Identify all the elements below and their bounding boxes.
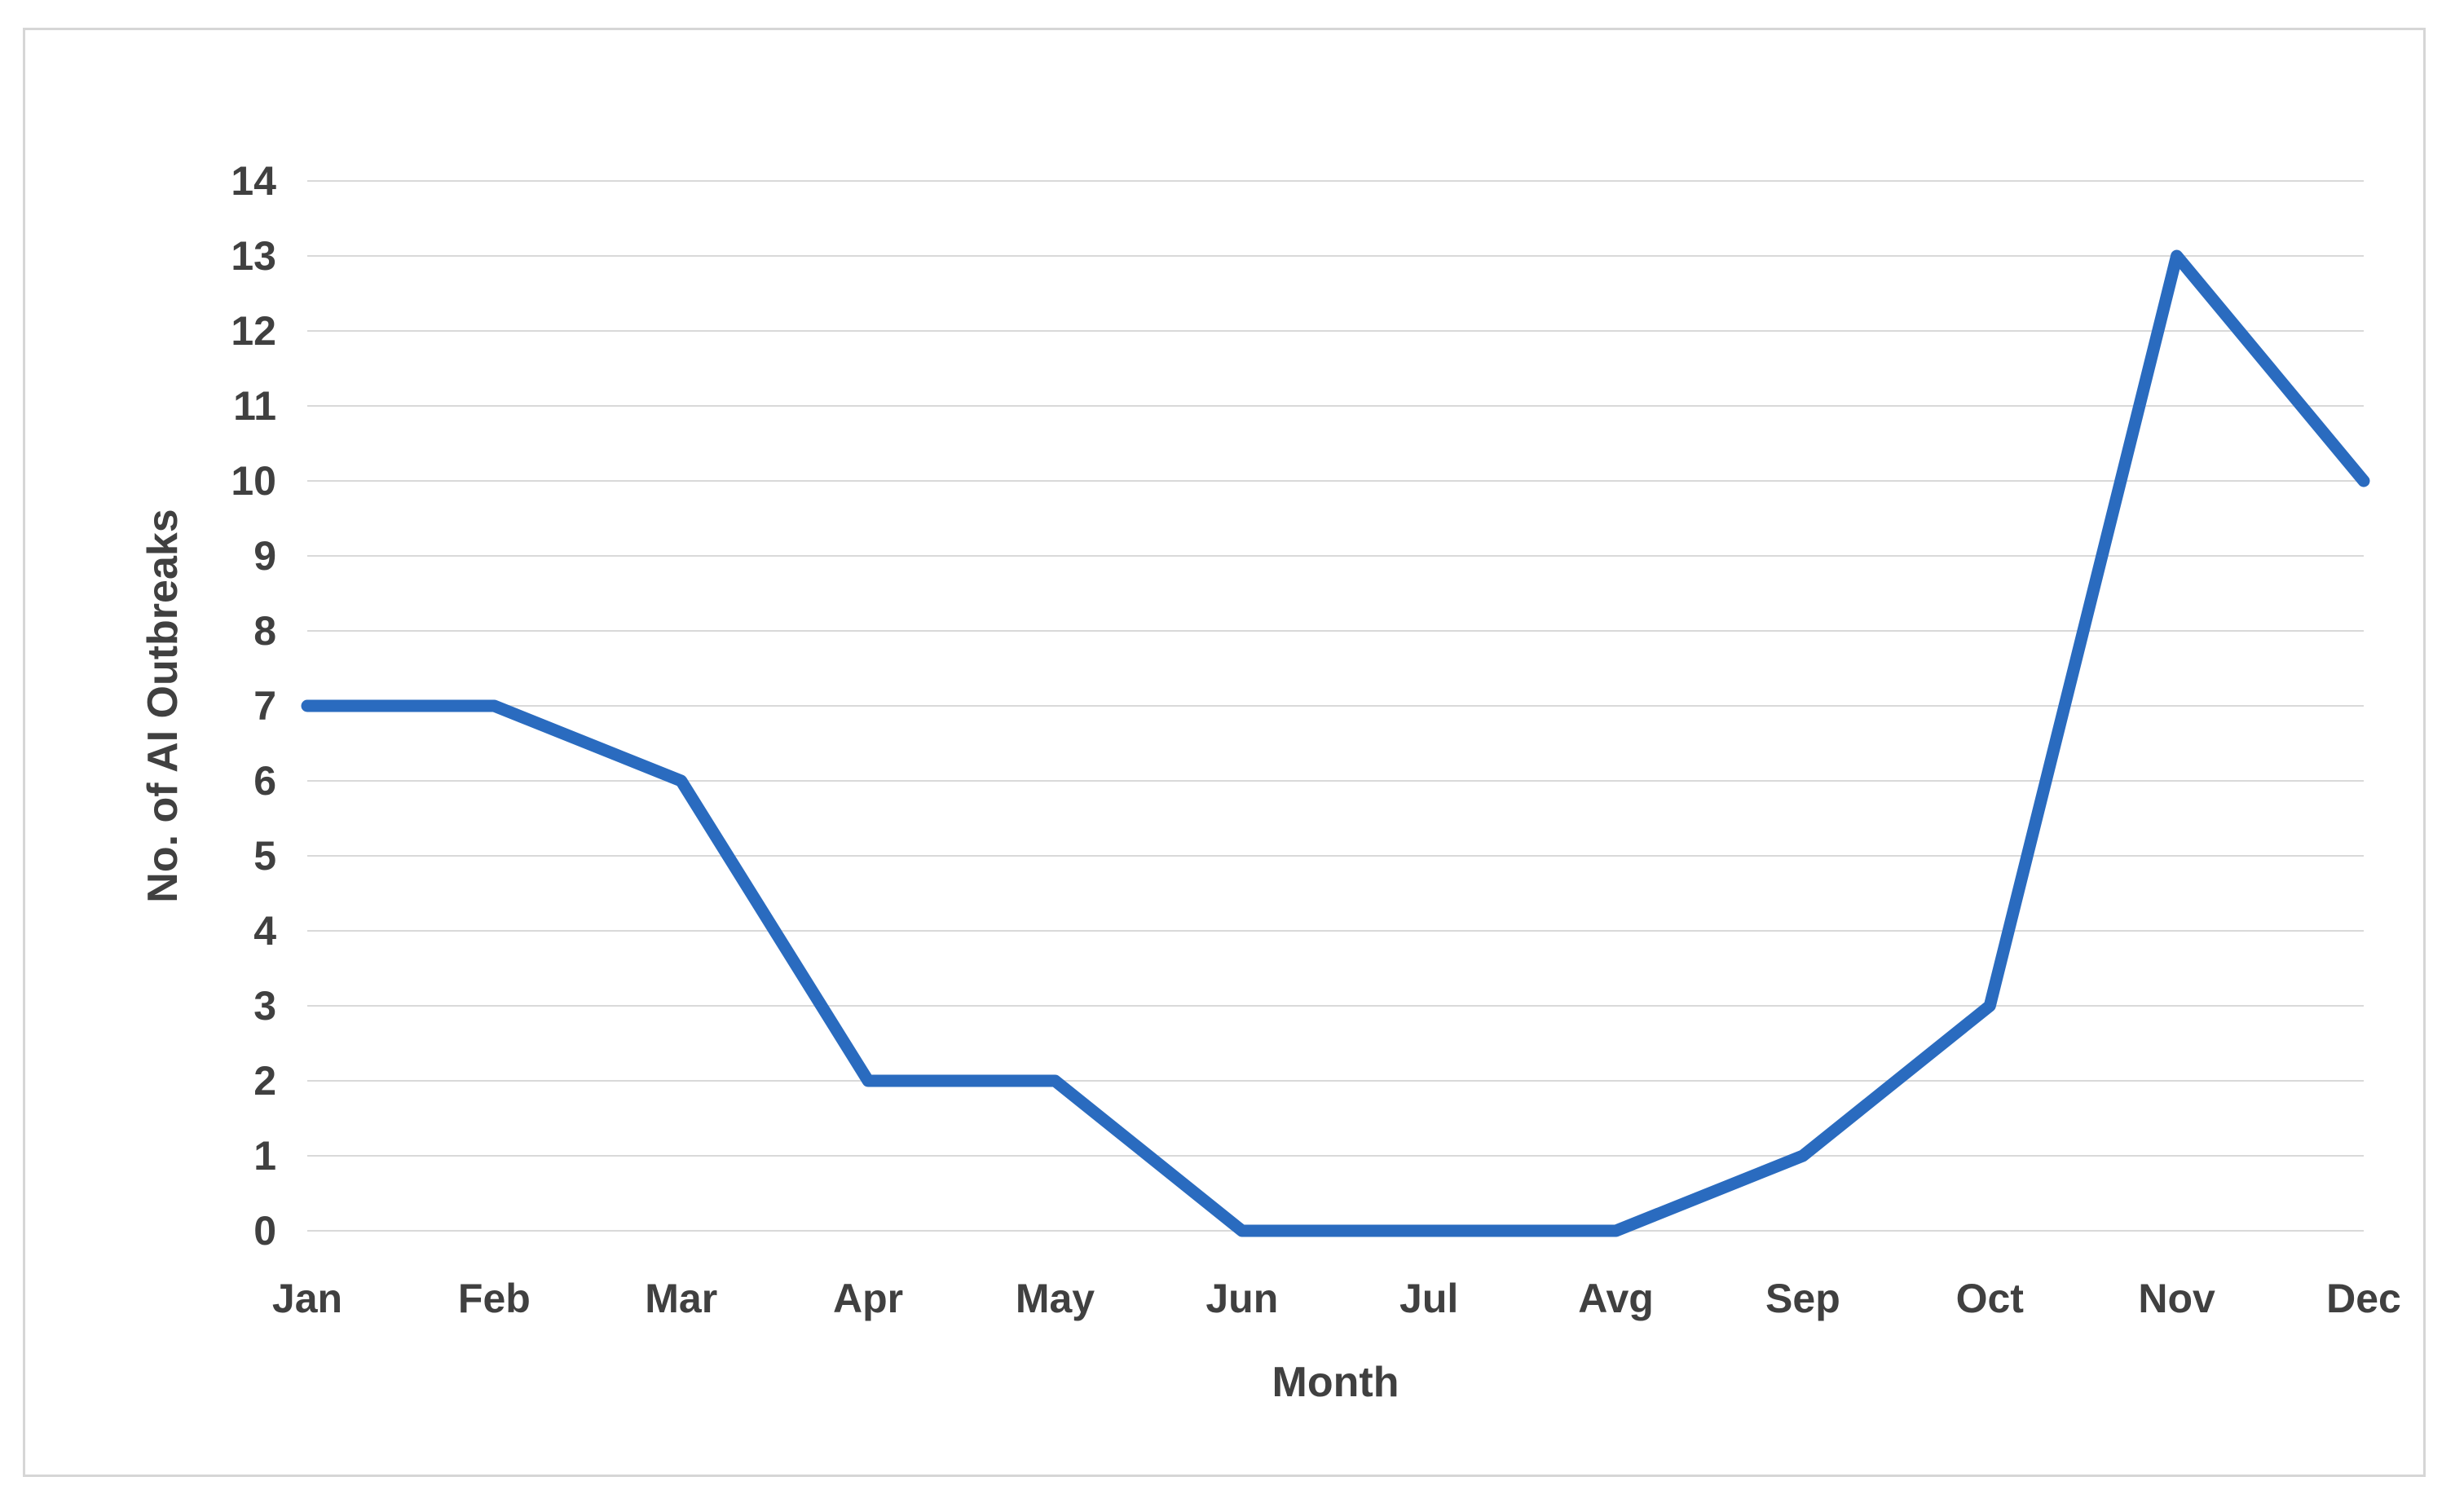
y-axis-tick-label: 0 [253,1208,276,1254]
x-axis-tick-label: Oct [1956,1276,2025,1321]
y-axis-tick-label: 11 [233,383,276,429]
y-axis-tick-label: 6 [253,758,276,804]
y-axis-tick-label: 2 [253,1058,276,1104]
y-axis-tick-label: 10 [231,458,276,504]
y-axis-tick-label: 3 [253,983,276,1029]
y-axis-title: No. of AI Outbreaks [139,509,187,903]
data-series-line [301,249,2370,1237]
y-axis-tick-label: 4 [253,908,276,954]
y-axis-tick-label: 9 [253,533,276,579]
x-axis-tick-label: May [1016,1276,1095,1321]
y-axis-tick-label: 13 [231,233,276,279]
x-axis-tick-label: Mar [645,1276,717,1321]
x-axis-tick-label: Jan [272,1276,342,1321]
x-axis-tick-label: Dec [2326,1276,2401,1321]
y-axis-tick-label: 1 [253,1133,276,1179]
x-axis-tick-label: Feb [458,1276,531,1321]
x-axis-tick-label: Jun [1205,1276,1278,1321]
y-axis-tick-label: 8 [253,608,276,654]
x-axis-tick-label: Jul [1399,1276,1458,1321]
y-axis-tick-label: 14 [231,158,276,204]
y-axis-tick-label: 5 [253,833,276,879]
x-axis-title: Month [1272,1359,1399,1406]
chart-frame [23,28,2426,1477]
x-axis-tick-label: Nov [2138,1276,2215,1321]
y-axis-tick-label: 7 [253,683,276,729]
x-axis-tick-label: Apr [833,1276,903,1321]
x-axis-tick-label: Sep [1765,1276,1840,1321]
x-axis-tick-label: Avg [1578,1276,1654,1321]
y-axis-tick-label: 12 [231,308,276,354]
